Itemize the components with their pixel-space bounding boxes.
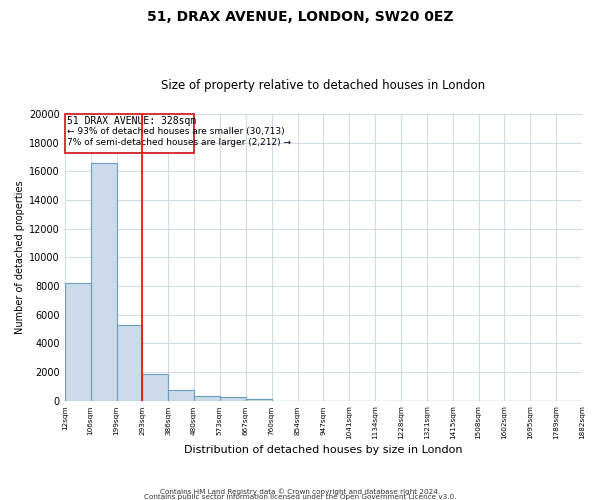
Text: 51 DRAX AVENUE: 328sqm: 51 DRAX AVENUE: 328sqm	[67, 116, 197, 126]
Text: ← 93% of detached houses are smaller (30,713): ← 93% of detached houses are smaller (30…	[67, 128, 285, 136]
Text: Contains public sector information licensed under the Open Government Licence v3: Contains public sector information licen…	[144, 494, 456, 500]
Text: 7% of semi-detached houses are larger (2,212) →: 7% of semi-detached houses are larger (2…	[67, 138, 292, 147]
FancyBboxPatch shape	[65, 114, 194, 152]
X-axis label: Distribution of detached houses by size in London: Distribution of detached houses by size …	[184, 445, 463, 455]
Text: Contains HM Land Registry data © Crown copyright and database right 2024.: Contains HM Land Registry data © Crown c…	[160, 488, 440, 495]
Y-axis label: Number of detached properties: Number of detached properties	[15, 180, 25, 334]
Title: Size of property relative to detached houses in London: Size of property relative to detached ho…	[161, 79, 485, 92]
Text: 51, DRAX AVENUE, LONDON, SW20 0EZ: 51, DRAX AVENUE, LONDON, SW20 0EZ	[147, 10, 453, 24]
